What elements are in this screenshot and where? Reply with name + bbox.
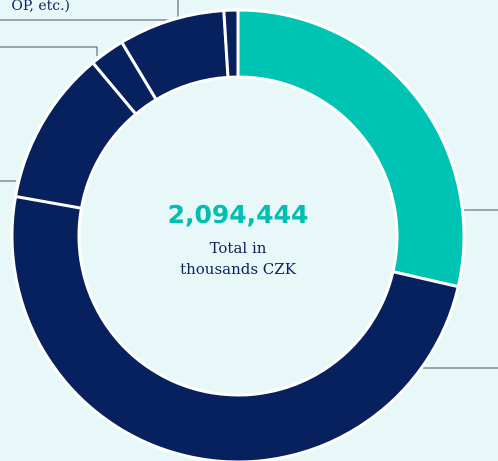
- leader-line: [0, 46, 98, 56]
- donut-slice: [10, 194, 461, 461]
- slice-label: OP, etc.): [11, 0, 70, 14]
- donut-slice: [222, 8, 240, 79]
- donut-slice: [236, 8, 466, 289]
- leader-line: [0, 0, 179, 21]
- donut: [10, 8, 466, 461]
- center-label: thousands CZK: [180, 260, 297, 278]
- center-label: Total in: [210, 239, 267, 257]
- leader-lines: [0, 0, 498, 369]
- center-value: 2,094,444: [168, 200, 309, 229]
